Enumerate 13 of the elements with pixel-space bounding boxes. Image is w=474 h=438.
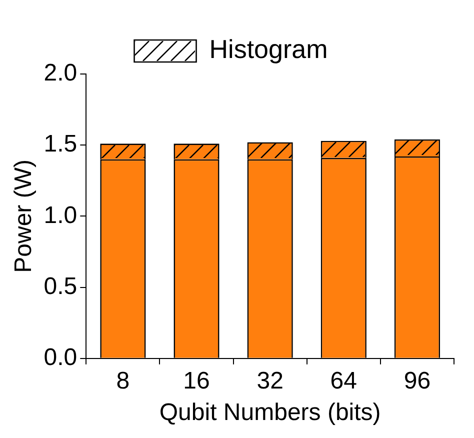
- x-tick-label: 32: [256, 367, 284, 394]
- y-axis-title: Power (W): [10, 160, 38, 273]
- text: Histogram: [209, 34, 328, 64]
- x-axis-title: Qubit Numbers (bits): [159, 399, 381, 426]
- x-tick-label: 96: [404, 367, 431, 394]
- y-tick-label: 1.0: [44, 202, 78, 229]
- x-tick-label: 64: [330, 367, 357, 394]
- x-tick-label: 16: [183, 367, 210, 394]
- y-tick-label: 1.5: [44, 130, 78, 158]
- y-tick-label: 0.5: [44, 272, 78, 300]
- y-tick-label: 2.0: [44, 60, 78, 87]
- x-tick-label: 8: [116, 367, 130, 394]
- y-tick-label: 0.0: [44, 344, 78, 372]
